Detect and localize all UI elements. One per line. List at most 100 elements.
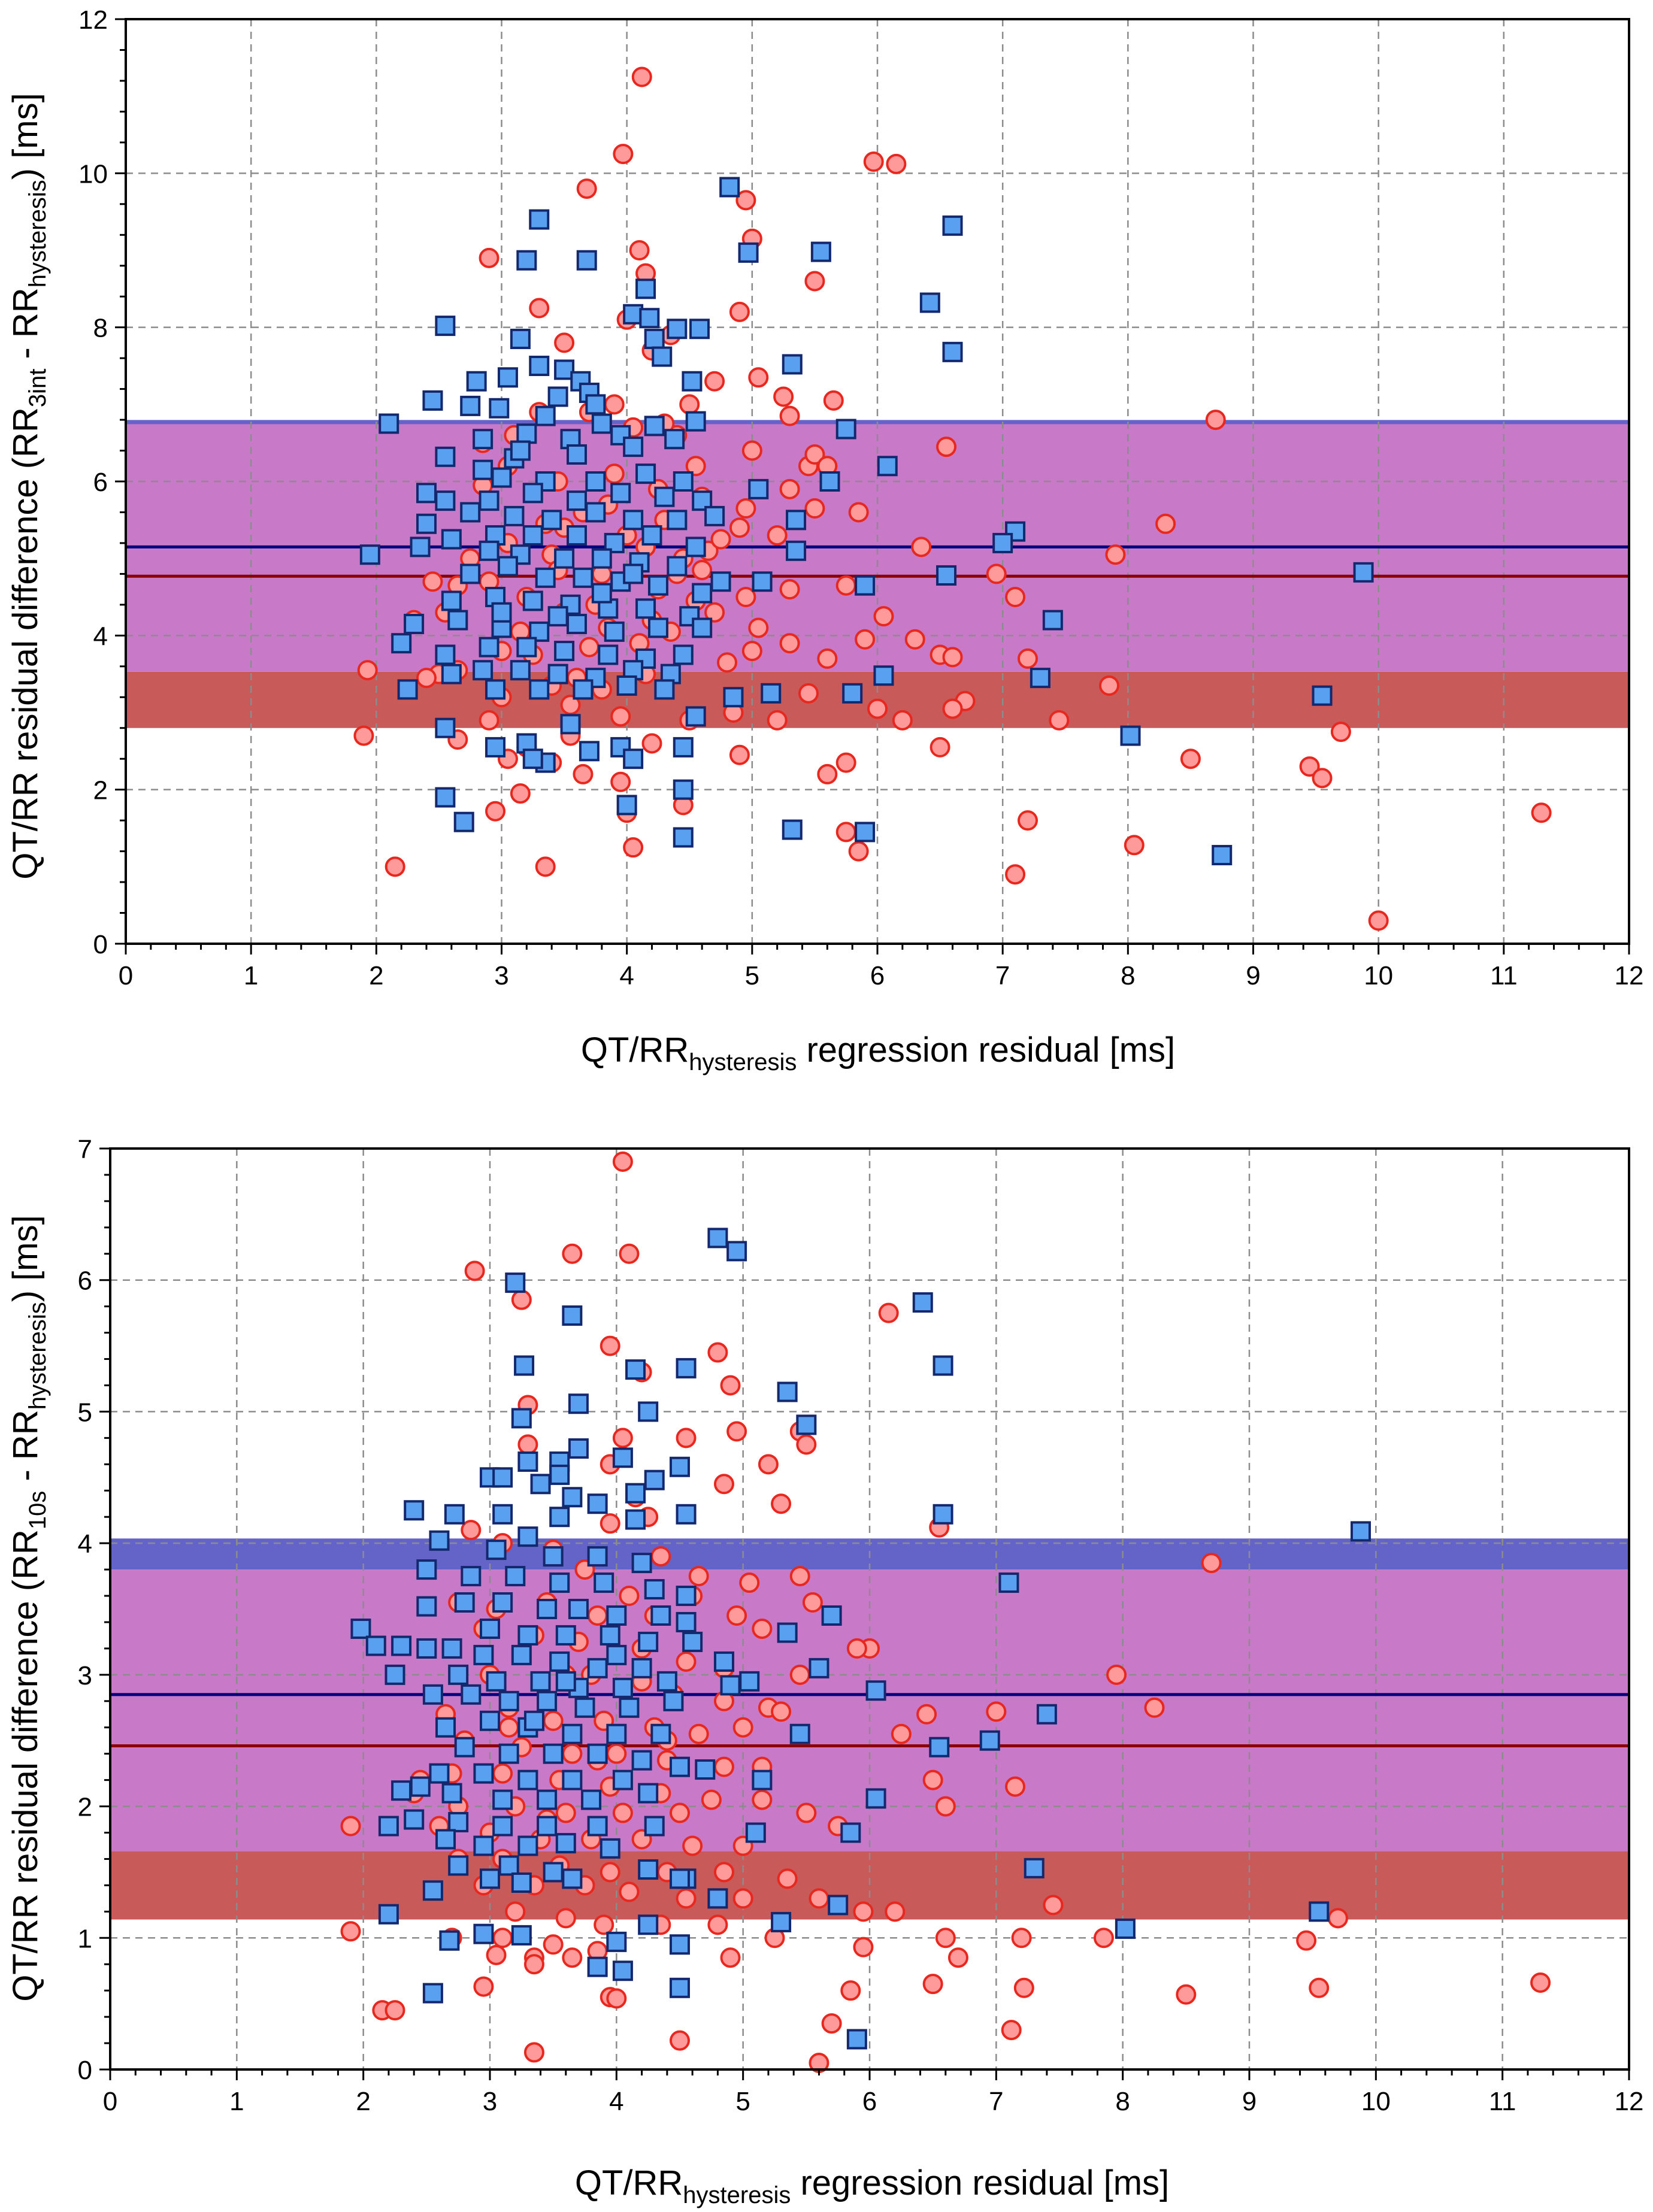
bottom-circle-point <box>707 1342 728 1363</box>
bottom-circle-point <box>713 1474 734 1495</box>
bottom-square-point <box>549 1464 570 1485</box>
bottom-square-point <box>511 1644 532 1665</box>
bottom-square-point <box>498 1690 519 1711</box>
top-circle-point <box>767 710 788 731</box>
bottom-square-point <box>739 1671 760 1692</box>
top-circle-point <box>1005 587 1026 607</box>
bottom-square-point <box>448 1811 469 1832</box>
bottom-square-point <box>979 1730 1000 1751</box>
bottom-square-point <box>606 1644 627 1665</box>
top-circle-point <box>385 856 405 877</box>
bottom-circle-point <box>701 1789 722 1810</box>
bottom-square-point <box>543 1546 564 1567</box>
bottom-circle-point <box>878 1302 899 1323</box>
top-square-point <box>835 419 856 440</box>
bottom-x-tick-label: 8 <box>1115 2087 1130 2116</box>
top-square-point <box>664 429 685 450</box>
top-y-tick-label: 12 <box>78 5 108 35</box>
bottom-square-point <box>587 1743 608 1764</box>
top-square-point <box>516 637 537 657</box>
top-square-point <box>491 602 512 623</box>
bottom-circle-point <box>498 1717 519 1738</box>
top-x-tick-label: 8 <box>1121 961 1135 990</box>
top-circle-point <box>855 629 876 650</box>
top-circle-point <box>835 752 856 773</box>
bottom-x-tick-label: 5 <box>735 2087 750 2116</box>
bottom-circle-point <box>385 2000 405 2021</box>
bottom-circle-point <box>505 1901 526 1922</box>
bottom-circle-point <box>796 1434 817 1455</box>
top-square-point <box>635 598 656 619</box>
top-square-point <box>435 644 456 665</box>
top-circle-point <box>729 517 750 538</box>
bottom-square-point <box>480 1868 500 1889</box>
top-circle-point <box>1155 513 1176 534</box>
bottom-square-point <box>796 1414 817 1435</box>
top-square-point <box>855 575 876 596</box>
top-circle-point <box>1098 675 1119 696</box>
top-circle-point <box>1312 768 1333 789</box>
top-square-point <box>441 529 462 550</box>
top-square-point <box>359 544 380 565</box>
top-x-tick-label: 1 <box>244 961 258 990</box>
bottom-circle-point <box>600 1862 620 1883</box>
top-square-point <box>1042 610 1063 631</box>
top-circle-point <box>485 801 506 822</box>
bottom-circle-point <box>771 1701 792 1722</box>
top-square-point <box>689 319 710 340</box>
top-square-point <box>567 614 587 635</box>
bottom-square-point <box>682 1631 703 1652</box>
top-square-point <box>992 532 1013 553</box>
top-circle-point <box>560 695 581 716</box>
bottom-circle-point <box>1296 1930 1317 1951</box>
top-circle-point <box>604 463 625 484</box>
bottom-square-point <box>439 1930 460 1951</box>
bottom-square-point <box>511 1925 532 1946</box>
top-circle-point <box>741 641 762 662</box>
bottom-circle-point <box>612 1428 633 1449</box>
top-x-tick-labels: 0 1 2 3 4 5 6 7 8 9 10 11 12 <box>119 961 1644 990</box>
bottom-square-point <box>789 1723 810 1744</box>
top-x-tick-label: 2 <box>369 961 383 990</box>
bottom-circle-point <box>1005 1776 1026 1797</box>
top-square-point <box>585 394 606 415</box>
bottom-square-point <box>670 1756 690 1777</box>
bottom-square-point <box>670 1868 690 1889</box>
top-circle-point <box>942 698 963 719</box>
top-square-point <box>673 827 694 848</box>
bottom-x-tick-labels: 0 1 2 3 4 5 6 7 8 9 10 11 12 <box>103 2087 1644 2116</box>
bottom-square-point <box>416 1596 437 1617</box>
top-circle-point <box>911 537 932 557</box>
top-square-point <box>485 737 506 757</box>
bottom-square-point <box>505 1566 526 1587</box>
top-square-point <box>497 556 518 577</box>
top-square-point <box>855 822 876 843</box>
bottom-square-point <box>619 1697 640 1718</box>
bottom-square-point <box>444 1504 465 1525</box>
bottom-square-point <box>581 1789 602 1810</box>
top-circle-point <box>479 247 499 268</box>
bottom-square-point <box>537 1690 558 1711</box>
top-square-point <box>738 242 759 263</box>
top-y-tick-label: 10 <box>78 159 108 189</box>
top-circle-point <box>576 178 597 199</box>
top-circle-point <box>804 498 825 519</box>
top-square-point <box>610 483 631 504</box>
top-square-point <box>723 687 744 708</box>
bottom-y-tick-label: 6 <box>78 1266 92 1296</box>
bottom-circle-point <box>562 1947 583 1968</box>
bottom-circle-point <box>619 1586 640 1607</box>
bottom-circle-point <box>777 1868 798 1889</box>
top-x-tick-label: 10 <box>1364 961 1393 990</box>
bottom-square-point <box>828 1895 849 1916</box>
bottom-circle-point <box>732 1888 753 1909</box>
top-square-point <box>667 556 688 577</box>
top-y-tick-label: 2 <box>93 776 108 805</box>
top-circle-point <box>779 633 800 654</box>
bottom-circle-point <box>555 1802 576 1823</box>
bottom-circle-point <box>1093 1928 1114 1949</box>
bottom-square-point <box>441 1783 462 1804</box>
bottom-square-point <box>492 1592 513 1613</box>
bottom-square-point <box>574 1697 595 1718</box>
